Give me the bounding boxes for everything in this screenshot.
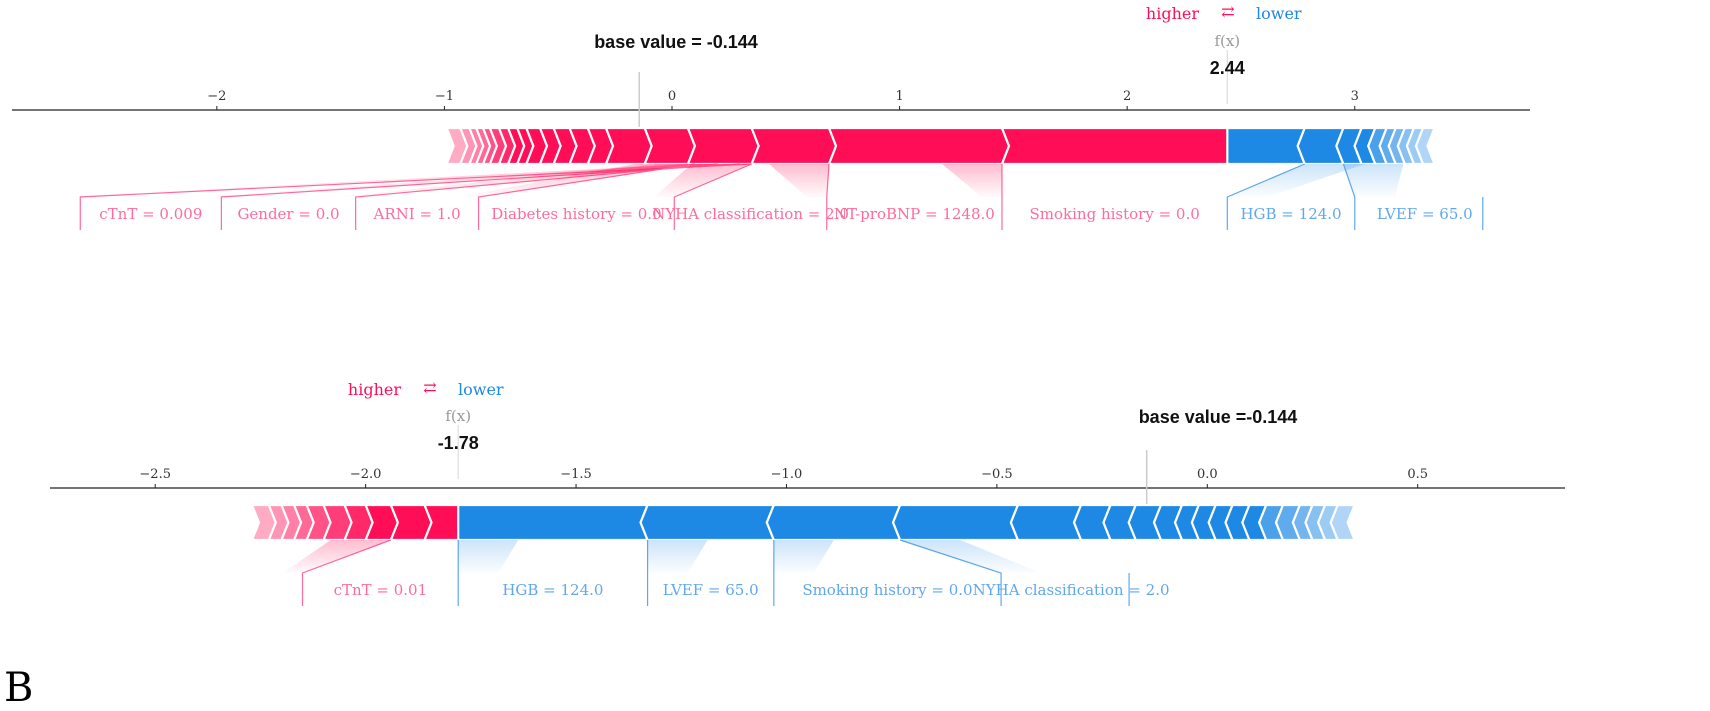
label-connector-fill — [1227, 164, 1365, 197]
x-tick-label: 2 — [1123, 89, 1131, 104]
bar-segment-lower — [1329, 503, 1357, 542]
bar-segment-lower — [1414, 126, 1437, 166]
label-connector-fill — [773, 540, 834, 573]
label-connector-fill — [942, 164, 1002, 197]
bar-segment-lower — [1226, 126, 1307, 166]
force-plot-2: −2.5 −2.0 −1.5 −1.0 −0.5 0.0 0.5 base value =-0… — [50, 378, 1565, 606]
x-tick-label: 0.0 — [1197, 467, 1218, 482]
bar-segment-higher — [389, 503, 433, 542]
legend-arrow-icon: ⇄ — [423, 378, 436, 397]
feature-label: Smoking history = 0.0 — [1030, 205, 1200, 223]
label-connector-fill — [900, 540, 1042, 573]
feature-label: NT-proBNP = 1248.0 — [834, 205, 995, 223]
x-tick-label: 0 — [668, 89, 676, 104]
feature-label: LVEF = 65.0 — [1377, 205, 1473, 223]
feature-label: ARNI = 1.0 — [373, 205, 461, 223]
x-tick-label: 0.5 — [1407, 467, 1428, 482]
feature-label: cTnT = 0.009 — [99, 205, 202, 223]
feature-label: NYHA classification = 2.0 — [652, 205, 849, 223]
bar-segment-higher — [686, 126, 760, 166]
label-connector — [477, 163, 695, 230]
x-tick-label: −2 — [207, 89, 226, 104]
x-tick-label: −2.5 — [139, 467, 171, 482]
label-connector — [899, 539, 1002, 606]
bar-segment-lower — [765, 503, 902, 542]
feature-label: NYHA classification = 2.0 — [973, 581, 1170, 599]
feature-label: Smoking history = 0.0 — [802, 581, 972, 599]
label-connector-fill — [458, 540, 519, 573]
feature-label: HGB = 124.0 — [502, 581, 603, 599]
legend-higher: higher — [348, 380, 401, 399]
bar-segment-lower — [891, 503, 1020, 542]
label-connector-fill — [769, 164, 830, 197]
bar-segment-higher — [604, 126, 653, 166]
fx-label: f(x) — [1214, 32, 1240, 50]
base-value-label: base value =-0.144 — [1139, 407, 1298, 427]
panel-letter: B — [4, 665, 34, 711]
legend-higher: higher — [1146, 4, 1199, 23]
x-tick-label: 3 — [1351, 89, 1359, 104]
x-tick-label: −1 — [435, 89, 454, 104]
legend-arrow-icon: ⇄ — [1221, 2, 1234, 21]
x-tick-label: 1 — [895, 89, 903, 104]
label-connector-fill — [654, 164, 752, 197]
label-connector-fill — [647, 540, 708, 573]
fx-value: -1.78 — [438, 433, 479, 453]
x-tick-label: −2.0 — [350, 467, 382, 482]
feature-label: cTnT = 0.01 — [334, 581, 428, 599]
x-tick-label: −1.5 — [560, 467, 592, 482]
legend-lower: lower — [1256, 4, 1302, 23]
bar-segment-higher — [750, 126, 838, 166]
feature-label: Diabetes history = 0.0 — [491, 205, 661, 223]
bar-segment-higher — [827, 126, 1011, 166]
legend-lower: lower — [458, 380, 504, 399]
fx-value: 2.44 — [1210, 58, 1245, 78]
label-connector-fill — [1343, 164, 1404, 197]
bar-segment-higher — [643, 126, 697, 166]
force-plot-1: −2 −1 0 1 2 3 base value = -0.144 f(x) 2.44 highe… — [12, 2, 1530, 230]
base-value-label: base value = -0.144 — [594, 32, 758, 52]
x-tick-label: −0.5 — [981, 467, 1013, 482]
bar-segment-higher — [1000, 126, 1236, 166]
bar-segment-lower — [639, 503, 776, 542]
fx-label: f(x) — [445, 407, 471, 425]
bar-segment-lower — [1009, 503, 1083, 542]
label-connector-fill — [282, 540, 391, 573]
label-connector-fill — [458, 164, 695, 197]
bar-segment-lower — [457, 503, 650, 542]
feature-label: Gender = 0.0 — [237, 205, 339, 223]
feature-label: HGB = 124.0 — [1240, 205, 1341, 223]
feature-label: LVEF = 65.0 — [663, 581, 759, 599]
x-tick-label: −1.0 — [771, 467, 803, 482]
